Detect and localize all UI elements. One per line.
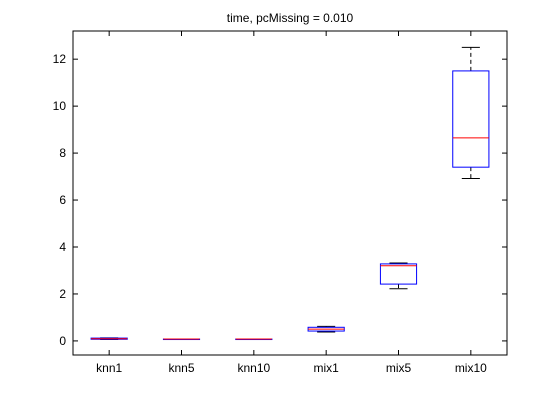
box-knn10 xyxy=(235,338,273,341)
x-tick-label-mix10: mix10 xyxy=(455,361,487,375)
y-tick-label-0: 0 xyxy=(59,334,66,348)
y-tick-label-4: 4 xyxy=(59,240,66,254)
box-mix1 xyxy=(307,325,345,333)
box-body-mix5 xyxy=(379,263,418,285)
y-tick-label-10: 10 xyxy=(53,99,67,113)
y-tick-label-12: 12 xyxy=(53,52,67,66)
x-tick-label-mix5: mix5 xyxy=(386,361,412,375)
box-knn5 xyxy=(162,338,201,341)
box-mix5 xyxy=(379,262,418,290)
boxes xyxy=(90,46,490,341)
box-knn1 xyxy=(90,337,128,341)
box-mix10 xyxy=(452,46,490,179)
chart-title: time, pcMissing = 0.010 xyxy=(227,11,354,25)
x-tick-label-knn5: knn5 xyxy=(168,361,194,375)
y-tick-label-8: 8 xyxy=(59,146,66,160)
box-body-mix10 xyxy=(452,70,490,168)
x-tick-label-knn1: knn1 xyxy=(96,361,122,375)
y-tick-label-2: 2 xyxy=(59,287,66,301)
y-tick-label-6: 6 xyxy=(59,193,66,207)
x-axis: knn1 knn5 knn10 mix1 mix5 mix10 xyxy=(96,31,487,375)
x-tick-label-mix1: mix1 xyxy=(313,361,339,375)
axes-frame xyxy=(72,30,508,356)
y-axis: 0 2 4 6 8 10 12 xyxy=(53,52,507,348)
x-tick-label-knn10: knn10 xyxy=(237,361,270,375)
